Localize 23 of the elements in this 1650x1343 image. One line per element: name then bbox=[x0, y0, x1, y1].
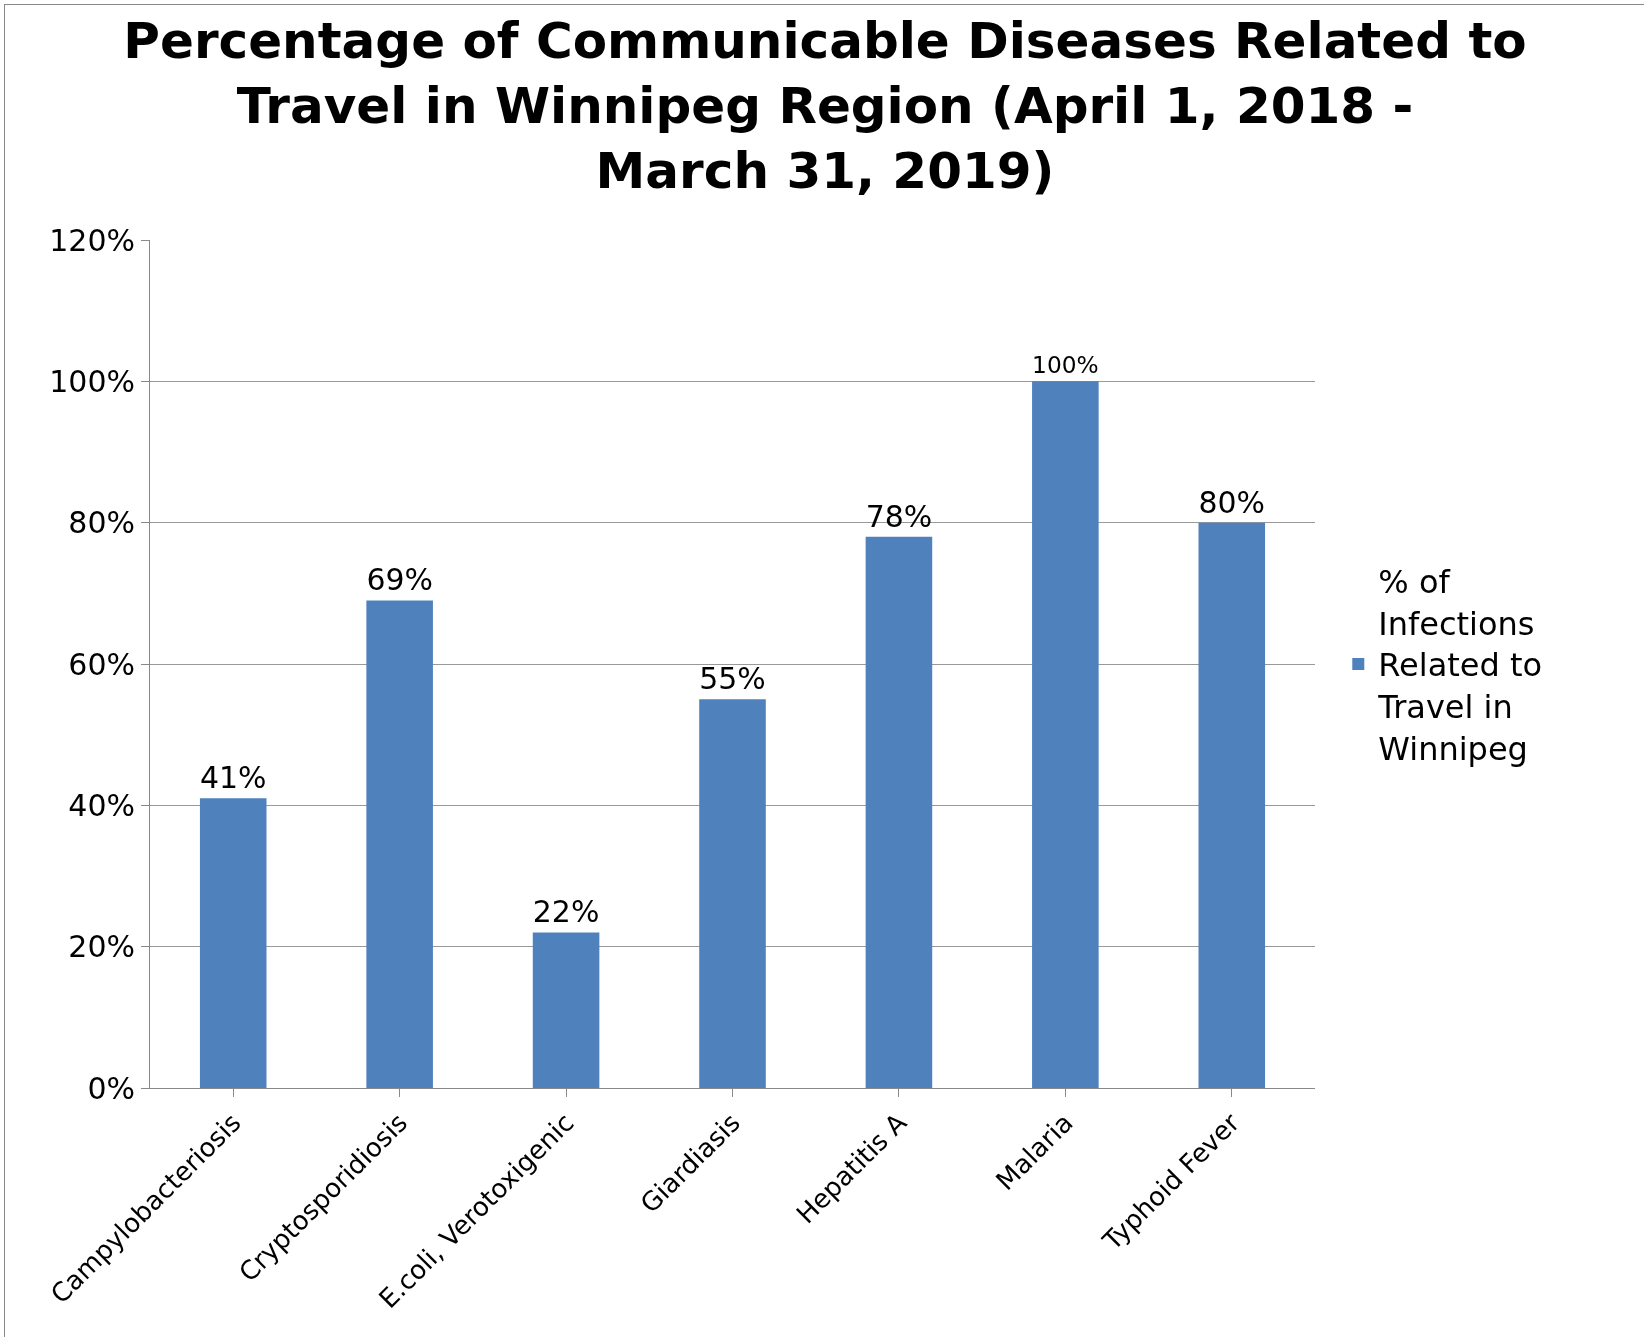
bar bbox=[532, 932, 600, 1088]
bar bbox=[199, 798, 267, 1088]
y-tick-label: 80% bbox=[68, 505, 135, 541]
data-label: 41% bbox=[199, 760, 267, 796]
y-tick-label: 0% bbox=[87, 1070, 135, 1106]
bar bbox=[366, 600, 433, 1088]
data-label: 69% bbox=[366, 562, 433, 598]
bar bbox=[1032, 381, 1099, 1088]
data-label: 22% bbox=[532, 894, 600, 930]
chart-title: Percentage of Communicable Diseases Related to Travel in Winnipeg Region (April 1, 2018 - March 31, 2019) bbox=[123, 12, 1527, 201]
bar bbox=[699, 699, 766, 1088]
bar bbox=[1198, 522, 1266, 1088]
data-label: 80% bbox=[1198, 484, 1266, 520]
bar bbox=[865, 536, 933, 1088]
data-label: 55% bbox=[699, 661, 766, 697]
y-tick-label: 40% bbox=[68, 787, 135, 823]
y-tick-label: 20% bbox=[68, 929, 135, 965]
data-label: 78% bbox=[865, 498, 933, 534]
data-label: 100% bbox=[1032, 350, 1099, 378]
y-tick-label: 100% bbox=[49, 363, 135, 399]
legend-label: % of Infections Related to Travel in Winnipeg bbox=[1377, 563, 1543, 768]
y-tick-label: 60% bbox=[68, 646, 135, 682]
y-tick-label: 120% bbox=[49, 222, 135, 258]
